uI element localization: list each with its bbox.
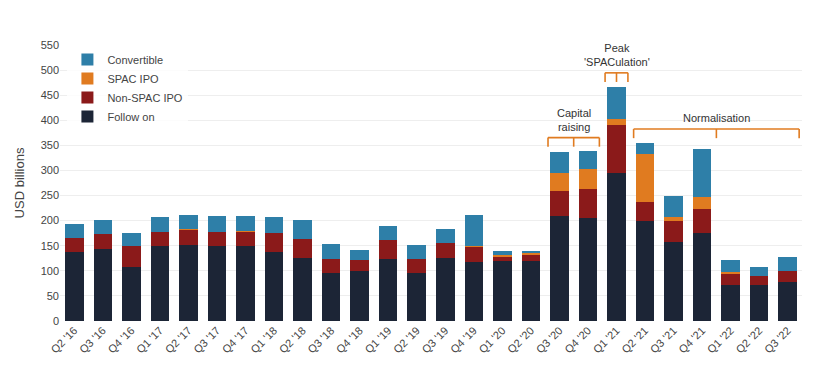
- svg-text:100: 100: [41, 265, 59, 277]
- svg-text:Peak'SPACulation': Peak'SPACulation': [584, 42, 650, 68]
- svg-text:Q2 '20: Q2 '20: [505, 324, 536, 355]
- svg-text:Q4 '20: Q4 '20: [562, 324, 593, 355]
- svg-text:Q2 '16: Q2 '16: [48, 324, 79, 355]
- svg-text:Non-SPAC IPO: Non-SPAC IPO: [107, 92, 182, 104]
- svg-text:Q3 '16: Q3 '16: [77, 324, 108, 355]
- svg-text:Q3 '21: Q3 '21: [648, 324, 679, 355]
- svg-text:Q3 '18: Q3 '18: [305, 324, 336, 355]
- svg-text:Q1 '18: Q1 '18: [248, 324, 279, 355]
- svg-text:450: 450: [41, 89, 59, 101]
- svg-text:50: 50: [47, 290, 59, 302]
- svg-text:Q1 '20: Q1 '20: [476, 324, 507, 355]
- svg-text:550: 550: [41, 39, 59, 51]
- svg-text:SPAC IPO: SPAC IPO: [107, 73, 159, 85]
- svg-text:200: 200: [41, 214, 59, 226]
- svg-text:Q4 '18: Q4 '18: [334, 324, 365, 355]
- svg-text:Q2 '22: Q2 '22: [733, 324, 764, 355]
- svg-text:0: 0: [53, 315, 59, 327]
- svg-text:Q2 '17: Q2 '17: [163, 324, 194, 355]
- svg-text:Q1 '22: Q1 '22: [705, 324, 736, 355]
- svg-text:250: 250: [41, 189, 59, 201]
- svg-text:Q3 '17: Q3 '17: [191, 324, 222, 355]
- svg-text:150: 150: [41, 240, 59, 252]
- svg-text:Q1 '21: Q1 '21: [591, 324, 622, 355]
- svg-text:Q3 '22: Q3 '22: [762, 324, 793, 355]
- svg-text:300: 300: [41, 164, 59, 176]
- svg-text:Q2 '21: Q2 '21: [619, 324, 650, 355]
- svg-text:Follow on: Follow on: [107, 111, 154, 123]
- svg-text:Q1 '17: Q1 '17: [134, 324, 165, 355]
- svg-text:Convertible: Convertible: [107, 54, 163, 66]
- svg-text:Normalisation: Normalisation: [683, 112, 750, 124]
- svg-text:500: 500: [41, 64, 59, 76]
- svg-text:Q1 '19: Q1 '19: [362, 324, 393, 355]
- svg-text:Q4 '19: Q4 '19: [448, 324, 479, 355]
- svg-text:USD billions: USD billions: [12, 147, 27, 218]
- svg-text:Q3 '20: Q3 '20: [534, 324, 565, 355]
- svg-text:350: 350: [41, 139, 59, 151]
- svg-text:Q3 '19: Q3 '19: [419, 324, 450, 355]
- svg-text:400: 400: [41, 114, 59, 126]
- svg-text:Q2 '19: Q2 '19: [391, 324, 422, 355]
- svg-text:Q4 '16: Q4 '16: [105, 324, 136, 355]
- svg-text:Capitalraising: Capitalraising: [557, 107, 591, 133]
- svg-text:Q2 '18: Q2 '18: [277, 324, 308, 355]
- svg-text:Q4 '17: Q4 '17: [220, 324, 251, 355]
- svg-text:Q4 '21: Q4 '21: [676, 324, 707, 355]
